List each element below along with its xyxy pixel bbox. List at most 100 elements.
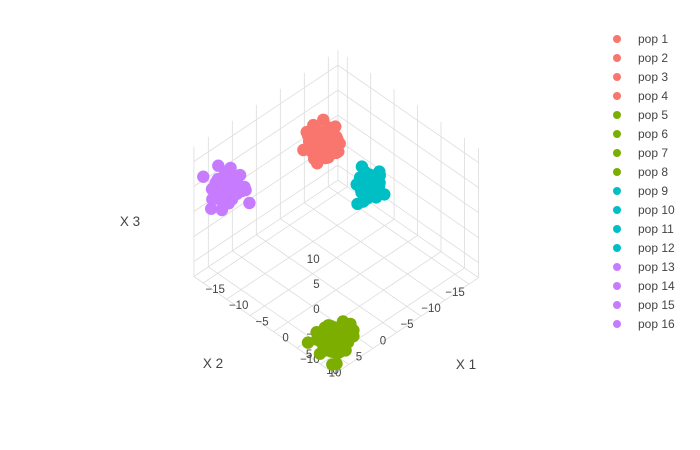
legend-label: pop 9 bbox=[638, 184, 668, 198]
data-point[interactable] bbox=[323, 135, 336, 148]
series-points[interactable] bbox=[355, 171, 386, 202]
y-tick-label: 5 bbox=[356, 351, 362, 363]
series-points[interactable] bbox=[197, 161, 247, 217]
grid-line-floor bbox=[226, 202, 371, 300]
y-axis-title: X 2 bbox=[203, 356, 223, 371]
data-point[interactable] bbox=[322, 319, 335, 332]
series-points[interactable] bbox=[300, 113, 345, 164]
y-tick-label: −5 bbox=[400, 319, 413, 331]
legend-marker bbox=[613, 111, 621, 119]
data-point[interactable] bbox=[300, 125, 313, 139]
x-tick-label: −10 bbox=[229, 300, 249, 312]
data-points[interactable] bbox=[197, 113, 391, 371]
legend-marker bbox=[613, 54, 621, 62]
data-point[interactable] bbox=[308, 144, 321, 157]
legend-item[interactable]: pop 3 bbox=[613, 70, 668, 84]
legend-item[interactable]: pop 10 bbox=[613, 203, 675, 217]
legend-item[interactable]: pop 5 bbox=[613, 108, 668, 122]
data-point[interactable] bbox=[313, 347, 327, 360]
data-point[interactable] bbox=[317, 113, 330, 127]
x-tick-label: −15 bbox=[205, 284, 225, 296]
legend[interactable]: pop 1 pop 2 pop 3 pop 4 pop 5 pop 6 pop 7 pop 8… bbox=[613, 32, 675, 331]
legend-item[interactable]: pop 8 bbox=[613, 165, 668, 179]
data-point[interactable] bbox=[224, 161, 237, 175]
grid-line-right-wall bbox=[337, 139, 479, 239]
data-point[interactable] bbox=[219, 189, 233, 202]
data-point[interactable] bbox=[310, 333, 324, 346]
z-tick-label: 10 bbox=[307, 254, 320, 266]
data-point[interactable] bbox=[331, 329, 344, 343]
legend-label: pop 15 bbox=[638, 298, 675, 312]
legend-label: pop 7 bbox=[638, 146, 668, 160]
legend-marker bbox=[613, 92, 621, 100]
y-tick-label: 0 bbox=[380, 335, 386, 347]
data-point[interactable] bbox=[229, 174, 242, 188]
box-edge bbox=[193, 179, 339, 277]
grid-line-right-wall bbox=[337, 89, 479, 189]
legend-marker bbox=[613, 130, 621, 138]
legend-label: pop 16 bbox=[638, 317, 675, 331]
axis-titles: X 1 X 2 X 3 bbox=[120, 214, 476, 372]
legend-marker bbox=[613, 149, 621, 157]
data-point[interactable] bbox=[330, 357, 343, 370]
legend-label: pop 1 bbox=[638, 32, 668, 46]
data-point[interactable] bbox=[197, 170, 210, 183]
legend-marker bbox=[613, 73, 621, 81]
box-edge bbox=[334, 277, 479, 375]
data-point[interactable] bbox=[372, 175, 386, 189]
data-point[interactable] bbox=[297, 143, 310, 157]
y-tick-label: −10 bbox=[421, 303, 441, 315]
data-point[interactable] bbox=[218, 175, 231, 188]
legend-item[interactable]: pop 16 bbox=[613, 317, 675, 331]
legend-item[interactable]: pop 15 bbox=[613, 298, 675, 312]
legend-label: pop 4 bbox=[638, 89, 668, 103]
legend-item[interactable]: pop 12 bbox=[613, 241, 675, 255]
grid-line-floor bbox=[280, 218, 422, 317]
legend-item[interactable]: pop 6 bbox=[613, 127, 668, 141]
data-point[interactable] bbox=[364, 186, 377, 199]
legend-item[interactable]: pop 9 bbox=[613, 184, 668, 198]
data-point[interactable] bbox=[351, 197, 364, 211]
data-point[interactable] bbox=[355, 173, 368, 187]
grid-line-left-wall bbox=[193, 164, 339, 262]
grid-line-floor bbox=[249, 218, 395, 316]
z-tick-label: −10 bbox=[300, 354, 320, 366]
legend-item[interactable]: pop 1 bbox=[613, 32, 668, 46]
legend-item[interactable]: pop 11 bbox=[613, 222, 674, 236]
grid-line-left-wall bbox=[193, 64, 339, 162]
legend-item[interactable]: pop 13 bbox=[613, 260, 675, 274]
legend-label: pop 12 bbox=[638, 241, 675, 255]
legend-marker bbox=[613, 225, 621, 233]
data-point[interactable] bbox=[215, 203, 229, 217]
legend-label: pop 14 bbox=[638, 279, 675, 293]
grid-line-right-wall bbox=[337, 64, 479, 164]
legend-item[interactable]: pop 7 bbox=[613, 146, 668, 160]
data-point[interactable] bbox=[318, 147, 331, 160]
legend-label: pop 3 bbox=[638, 70, 668, 84]
box-edge bbox=[193, 276, 335, 375]
legend-label: pop 6 bbox=[638, 127, 668, 141]
legend-label: pop 11 bbox=[638, 222, 674, 236]
series-points[interactable] bbox=[310, 319, 348, 370]
z-tick-label: 5 bbox=[313, 279, 319, 291]
data-point[interactable] bbox=[328, 146, 341, 159]
grid-line-floor bbox=[328, 186, 470, 285]
grid-line-floor bbox=[273, 235, 418, 333]
legend-marker bbox=[613, 187, 621, 195]
grid-line-floor bbox=[304, 202, 446, 301]
legend-item[interactable]: pop 14 bbox=[613, 279, 675, 293]
legend-label: pop 2 bbox=[638, 51, 668, 65]
x-tick-label: 0 bbox=[282, 333, 288, 345]
legend-label: pop 13 bbox=[638, 260, 675, 274]
legend-marker bbox=[613, 282, 621, 290]
legend-item[interactable]: pop 2 bbox=[613, 51, 668, 65]
legend-marker bbox=[613, 263, 621, 271]
data-point[interactable] bbox=[243, 196, 256, 210]
data-point[interactable] bbox=[205, 202, 218, 215]
z-tick-label: 0 bbox=[313, 304, 319, 316]
data-point[interactable] bbox=[313, 130, 326, 143]
z-axis-title: X 3 bbox=[120, 214, 140, 229]
grid-line-floor bbox=[202, 186, 348, 284]
legend-item[interactable]: pop 4 bbox=[613, 89, 668, 103]
